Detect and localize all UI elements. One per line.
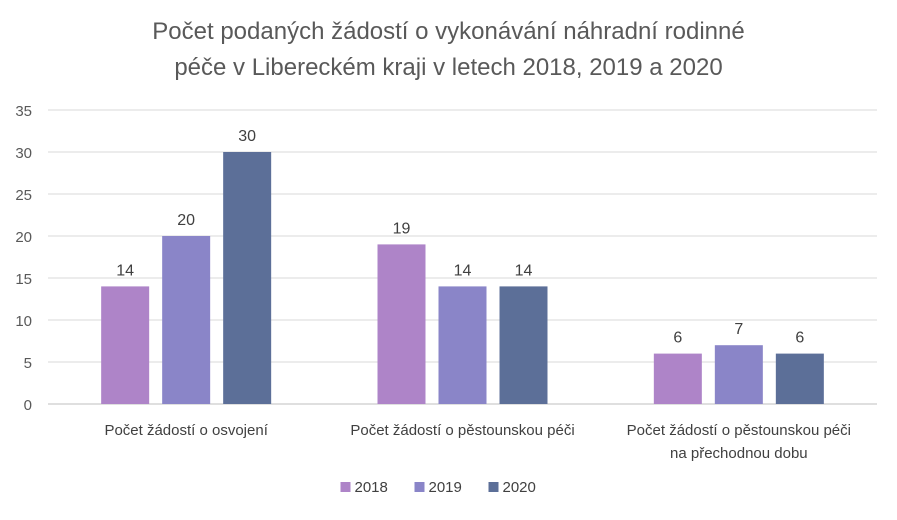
x-category-label: na přechodnou dobu (670, 445, 808, 462)
y-tick-label: 20 (15, 229, 32, 246)
bar-2019 (714, 345, 763, 404)
y-tick-label: 0 (24, 397, 32, 414)
x-category-label: Počet žádostí o pěstounskou péči (627, 422, 851, 439)
data-label: 14 (454, 262, 472, 279)
bar-2019 (438, 286, 487, 404)
data-label: 14 (515, 262, 533, 279)
y-tick-label: 15 (15, 271, 32, 288)
data-label: 30 (238, 128, 256, 145)
y-tick-label: 5 (24, 355, 32, 372)
y-tick-label: 35 (15, 103, 32, 120)
chart-title-line-1: Počet podaných žádostí o vykonávání náhr… (152, 18, 745, 45)
x-category-label: Počet žádostí o pěstounskou péči (350, 422, 574, 439)
data-label: 6 (795, 330, 804, 347)
bar-2020 (223, 152, 272, 404)
bar-2020 (499, 286, 548, 404)
data-label: 19 (393, 220, 411, 237)
legend-label-2018: 2018 (355, 479, 388, 496)
data-label: 6 (673, 330, 682, 347)
data-label: 7 (734, 321, 743, 338)
legend-swatch-2019 (414, 482, 425, 492)
x-category-label: Počet žádostí o osvojení (104, 422, 268, 439)
y-tick-label: 30 (15, 145, 32, 162)
bar-2019 (162, 236, 211, 404)
y-tick-label: 10 (15, 313, 32, 330)
legend-label-2020: 2020 (503, 479, 536, 496)
y-tick-label: 25 (15, 187, 32, 204)
chart-title-line-2: péče v Libereckém kraji v letech 2018, 2… (174, 54, 723, 81)
bar-2018 (653, 353, 702, 404)
bar-2020 (775, 353, 824, 404)
data-label: 14 (116, 262, 134, 279)
bar-2018 (101, 286, 150, 404)
data-label: 20 (177, 212, 195, 229)
legend-swatch-2020 (488, 482, 499, 492)
legend-swatch-2018 (340, 482, 351, 492)
bar-2018 (377, 244, 426, 404)
legend-label-2019: 2019 (429, 479, 462, 496)
